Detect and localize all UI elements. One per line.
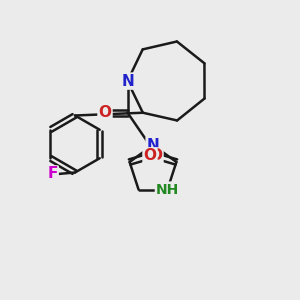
Text: N: N: [121, 74, 134, 88]
Text: O: O: [149, 148, 163, 164]
Text: N: N: [147, 137, 159, 152]
Text: O: O: [143, 148, 157, 164]
Text: O: O: [98, 105, 112, 120]
Text: F: F: [47, 167, 58, 182]
Text: NH: NH: [156, 182, 179, 197]
